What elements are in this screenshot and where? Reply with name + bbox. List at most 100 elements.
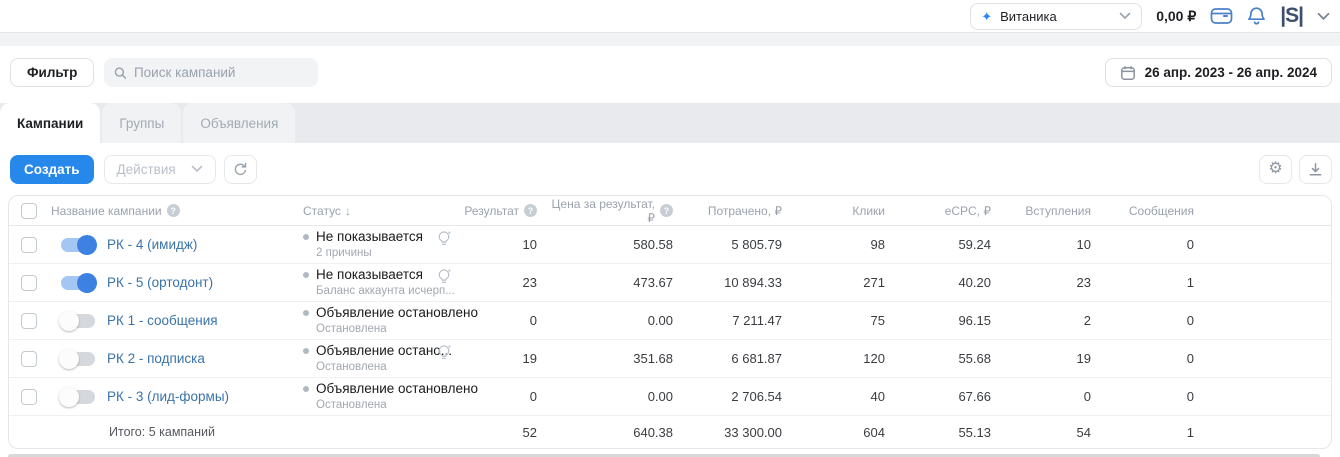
messages-value: 0 bbox=[1186, 313, 1194, 328]
toggle-knob bbox=[77, 272, 97, 293]
cost-per-result-value: 0.00 bbox=[647, 389, 673, 404]
result-value: 23 bbox=[522, 275, 537, 290]
result-value: 10 bbox=[522, 237, 537, 252]
column-ecpc[interactable]: eCPC, ₽ bbox=[944, 203, 991, 218]
campaign-toggle[interactable] bbox=[59, 348, 95, 369]
cost-per-result-value: 580.58 bbox=[633, 237, 673, 252]
status-dot-icon bbox=[303, 385, 309, 392]
row-checkbox[interactable] bbox=[21, 312, 37, 329]
gear-icon: ⚙ bbox=[1268, 160, 1283, 177]
table-row: РК 2 - подписка Объявление остано... Остан… bbox=[9, 340, 1331, 378]
tab-campaigns[interactable]: Кампании bbox=[0, 103, 101, 143]
column-cost-per-result[interactable]: Цена за результат, ₽ ? bbox=[545, 197, 681, 225]
chevron-down-icon bbox=[1119, 12, 1131, 20]
calendar-icon bbox=[1120, 65, 1135, 80]
row-checkbox[interactable] bbox=[21, 388, 37, 405]
totals-spent: 33 300.00 bbox=[724, 424, 782, 440]
ecpc-value: 67.66 bbox=[958, 389, 991, 404]
campaign-name-link[interactable]: РК - 5 (ортодонт) bbox=[107, 274, 214, 290]
campaign-name-link[interactable]: РК - 4 (имидж) bbox=[107, 236, 198, 252]
column-result[interactable]: Результат ? bbox=[464, 204, 545, 218]
spent-value: 2 706.54 bbox=[731, 389, 782, 404]
row-checkbox[interactable] bbox=[21, 274, 37, 291]
spent-value: 6 681.87 bbox=[731, 351, 782, 366]
account-selector[interactable]: ✦ Витаника bbox=[970, 2, 1143, 30]
ecpc-value: 59.24 bbox=[958, 237, 991, 252]
actions-row: Создать Действия ⚙ bbox=[0, 143, 1340, 195]
totals-cost-per-result: 640.38 bbox=[633, 424, 673, 440]
hint-button[interactable] bbox=[436, 229, 453, 248]
row-checkbox[interactable] bbox=[21, 236, 37, 253]
wallet-button[interactable] bbox=[1210, 7, 1233, 25]
account-name: Витаника bbox=[1000, 8, 1057, 24]
clicks-value: 75 bbox=[870, 313, 885, 328]
campaign-name-link[interactable]: РК 2 - подписка bbox=[107, 350, 205, 366]
help-icon[interactable]: ? bbox=[660, 204, 673, 217]
help-icon[interactable]: ? bbox=[166, 204, 180, 217]
horizontal-scrollbar[interactable] bbox=[8, 454, 1320, 457]
notifications-button[interactable] bbox=[1247, 6, 1266, 26]
campaign-name-link[interactable]: РК 1 - сообщения bbox=[107, 312, 218, 328]
hint-lightbulb-icon bbox=[438, 269, 451, 283]
select-all-checkbox[interactable] bbox=[21, 202, 37, 219]
campaign-toggle[interactable] bbox=[61, 234, 97, 255]
date-range-button[interactable]: 26 апр. 2023 - 26 апр. 2024 bbox=[1104, 58, 1332, 87]
joins-value: 10 bbox=[1076, 237, 1091, 252]
totals-joins: 54 bbox=[1076, 424, 1091, 440]
joins-value: 0 bbox=[1083, 389, 1091, 404]
campaign-toggle[interactable] bbox=[59, 310, 95, 331]
tab-groups[interactable]: Группы bbox=[102, 103, 182, 143]
status-cell: Объявление остановлено Остановлена bbox=[297, 305, 478, 336]
level-tabs: Кампании Группы Объявления bbox=[0, 103, 1340, 143]
app-logo: |S| bbox=[1280, 4, 1304, 27]
search-icon bbox=[115, 66, 127, 79]
tab-ads[interactable]: Объявления bbox=[183, 103, 296, 143]
status-text: Объявление остановлено bbox=[316, 380, 479, 396]
column-name[interactable]: Название кампании ? bbox=[49, 204, 297, 218]
table-row: РК - 4 (имидж) Не показывается 2 причины 10… bbox=[9, 226, 1331, 264]
balance-amount: 0,00 ₽ bbox=[1156, 7, 1197, 24]
hint-lightbulb-icon bbox=[438, 231, 451, 245]
column-spent[interactable]: Потрачено, ₽ bbox=[707, 203, 782, 218]
column-status[interactable]: Статус ↓ bbox=[303, 203, 351, 218]
refresh-button[interactable] bbox=[223, 154, 257, 184]
help-icon[interactable]: ? bbox=[524, 204, 537, 217]
export-button[interactable] bbox=[1299, 154, 1332, 184]
clicks-value: 271 bbox=[863, 275, 885, 290]
create-button[interactable]: Создать bbox=[10, 154, 94, 184]
status-cell: Объявление остано... Остановлена bbox=[297, 343, 469, 374]
result-value: 0 bbox=[529, 313, 537, 328]
campaign-search[interactable] bbox=[104, 58, 319, 87]
toggle-knob bbox=[59, 348, 79, 369]
wallet-icon bbox=[1210, 8, 1233, 24]
status-note: Остановлена bbox=[316, 398, 387, 411]
status-dot-icon bbox=[303, 271, 309, 278]
status-dot-icon bbox=[303, 233, 309, 240]
chevron-down-icon bbox=[191, 165, 202, 173]
cost-per-result-value: 0.00 bbox=[647, 313, 673, 328]
status-text: Не показывается bbox=[316, 228, 423, 244]
search-input[interactable] bbox=[133, 65, 309, 80]
campaign-name-link[interactable]: РК - 3 (лид-формы) bbox=[107, 388, 230, 404]
filter-button[interactable]: Фильтр bbox=[10, 58, 95, 87]
totals-result: 52 bbox=[522, 424, 537, 440]
profile-menu-chevron-icon[interactable] bbox=[1317, 12, 1330, 21]
campaign-toggle[interactable] bbox=[61, 272, 97, 293]
campaign-toggle[interactable] bbox=[59, 386, 95, 407]
hint-button[interactable] bbox=[436, 267, 453, 286]
bell-icon bbox=[1248, 7, 1266, 25]
status-note: Остановлена bbox=[316, 360, 387, 373]
hint-button[interactable] bbox=[436, 343, 453, 362]
result-value: 0 bbox=[529, 389, 537, 404]
cost-per-result-value: 351.68 bbox=[633, 351, 673, 366]
clicks-value: 98 bbox=[870, 237, 885, 252]
actions-dropdown[interactable]: Действия bbox=[103, 154, 216, 184]
totals-label: Итого: 5 кампаний bbox=[109, 425, 216, 439]
column-clicks[interactable]: Клики bbox=[852, 203, 885, 218]
ecpc-value: 96.15 bbox=[958, 313, 991, 328]
column-messages[interactable]: Сообщения bbox=[1128, 203, 1194, 218]
sparkle-icon: ✦ bbox=[981, 8, 993, 24]
table-settings-button[interactable]: ⚙ bbox=[1259, 154, 1292, 184]
row-checkbox[interactable] bbox=[21, 350, 37, 367]
column-joins[interactable]: Вступления bbox=[1025, 203, 1091, 218]
